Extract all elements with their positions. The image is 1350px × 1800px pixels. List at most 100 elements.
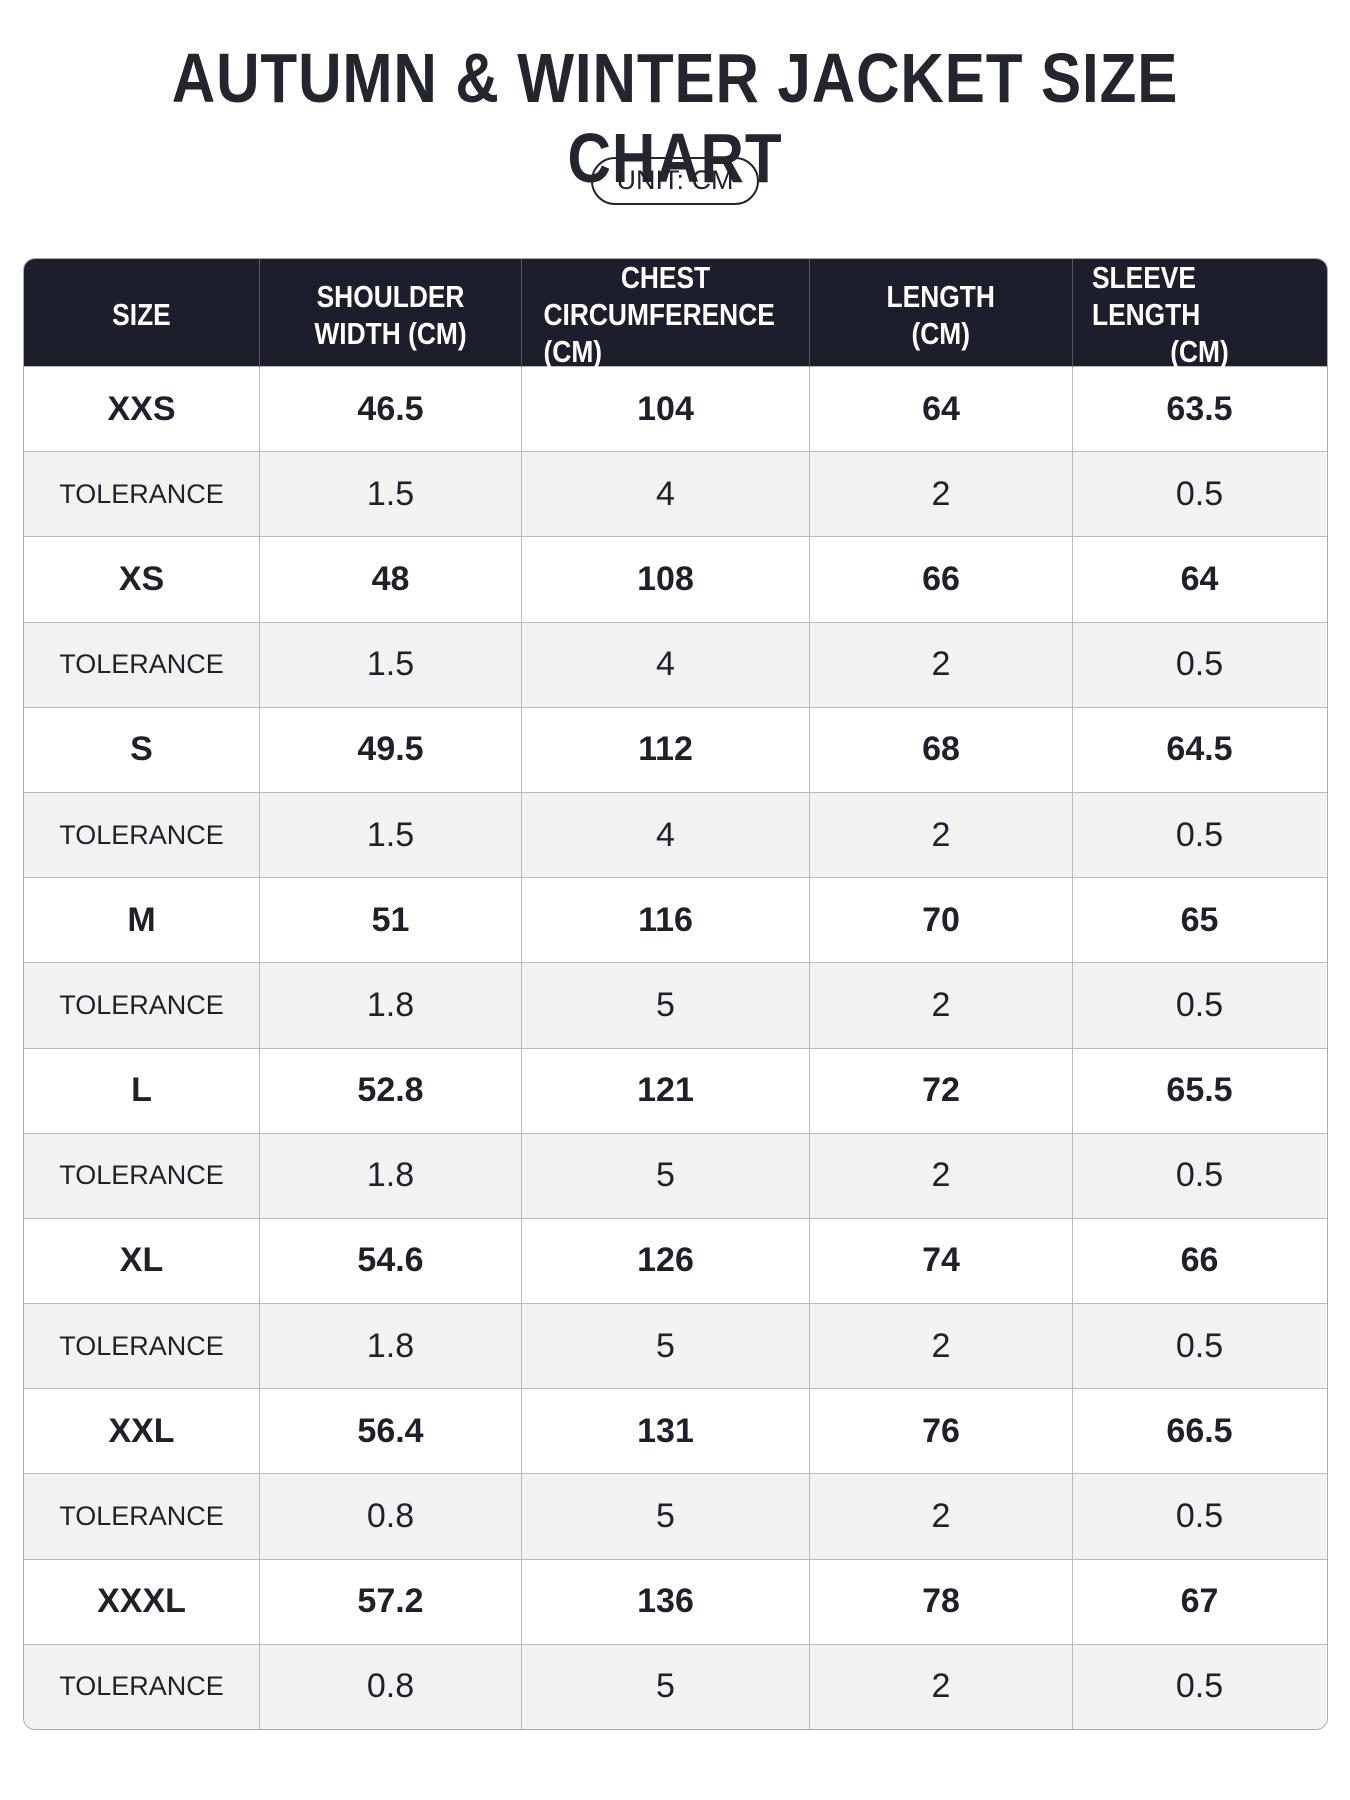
measure-cell: 0.5 [1073,792,1326,878]
measure-cell: 2 [810,963,1073,1048]
measure-cell: 46.5 [260,367,522,452]
measure-cell: 0.5 [1073,622,1326,707]
size-row: XXL 56.4 131 76 66.5 [24,1388,1327,1474]
header-cell: CHEST CIRCUMFERENCE (CM) [522,259,810,370]
row-label: XXXL [24,1559,260,1644]
header-line: WIDTH (CM) [314,315,467,351]
measure-cell: 4 [522,622,810,707]
header-text: SHOULDER WIDTH (CM) [314,278,466,352]
measure-cell: 70 [810,878,1073,963]
measure-cell: 5 [522,963,810,1048]
header-line: (CM) [911,315,971,351]
measure-cell: 66 [1073,1218,1326,1304]
header-row: SIZE SHOULDER WIDTH (CM) CHEST CIRCUMFERENCE… [24,259,1327,370]
size-row: M 51 116 70 65 [24,877,1327,963]
size-row: XXXL 57.2 136 78 67 [24,1558,1327,1644]
tolerance-row: TOLERANCE 1.5 4 2 0.5 [24,791,1327,878]
row-label: TOLERANCE [24,792,260,878]
size-row: XS 48 108 66 64 [24,536,1327,622]
header-text: SIZE [112,296,171,333]
header-text: SLEEVE LENGTH (CM) [1092,259,1307,370]
tolerance-row: TOLERANCE 1.5 4 2 0.5 [24,621,1327,707]
measure-cell: 1.8 [260,1133,522,1218]
row-label: S [24,707,260,792]
measure-cell: 48 [260,537,522,622]
measure-cell: 67 [1073,1559,1326,1644]
header-cell: LENGTH (CM) [810,259,1073,370]
row-label: TOLERANCE [24,1304,260,1389]
measure-cell: 0.5 [1073,1133,1326,1218]
row-label: L [24,1048,260,1133]
measure-cell: 54.6 [260,1218,522,1304]
measure-cell: 112 [522,707,810,792]
tolerance-row: TOLERANCE 0.8 5 2 0.5 [24,1643,1327,1729]
measure-cell: 64 [1073,537,1326,622]
measure-cell: 4 [522,452,810,537]
header-line: (CM) [1170,334,1229,369]
row-label: TOLERANCE [24,1644,260,1729]
measure-cell: 108 [522,537,810,622]
measure-cell: 66.5 [1073,1389,1326,1474]
header-cell: SHOULDER WIDTH (CM) [260,259,522,370]
measure-cell: 126 [522,1218,810,1304]
measure-cell: 4 [522,792,810,878]
tolerance-row: TOLERANCE 1.5 4 2 0.5 [24,451,1327,537]
measure-cell: 52.8 [260,1048,522,1133]
measure-cell: 104 [522,367,810,452]
measure-cell: 0.5 [1073,1474,1326,1559]
measure-cell: 76 [810,1389,1073,1474]
measure-cell: 0.5 [1073,963,1326,1048]
row-label: XXS [24,367,260,452]
measure-cell: 1.5 [260,792,522,878]
size-row: XL 54.6 126 74 66 [24,1217,1327,1304]
measure-cell: 116 [522,878,810,963]
measure-cell: 0.8 [260,1644,522,1729]
size-table: SIZE SHOULDER WIDTH (CM) CHEST CIRCUMFERENCE… [23,258,1328,1730]
measure-cell: 2 [810,1133,1073,1218]
measure-cell: 0.5 [1073,1304,1326,1389]
header-line: CHEST [620,260,711,295]
measure-cell: 2 [810,1474,1073,1559]
measure-cell: 0.5 [1073,1644,1326,1729]
row-label: TOLERANCE [24,452,260,537]
measure-cell: 66 [810,537,1073,622]
row-label: M [24,878,260,963]
tolerance-row: TOLERANCE 1.8 5 2 0.5 [24,962,1327,1048]
measure-cell: 57.2 [260,1559,522,1644]
measure-cell: 1.5 [260,452,522,537]
measure-cell: 2 [810,1644,1073,1729]
header-cell: SIZE [24,259,260,370]
measure-cell: 68 [810,707,1073,792]
measure-cell: 5 [522,1644,810,1729]
measure-cell: 121 [522,1048,810,1133]
measure-cell: 74 [810,1218,1073,1304]
measure-cell: 63.5 [1073,367,1326,452]
header-text: CHEST CIRCUMFERENCE (CM) [544,259,788,370]
measure-cell: 49.5 [260,707,522,792]
measure-cell: 64 [810,367,1073,452]
size-row: S 49.5 112 68 64.5 [24,706,1327,792]
row-label: TOLERANCE [24,1474,260,1559]
measure-cell: 5 [522,1133,810,1218]
header-line: CIRCUMFERENCE (CM) [543,297,775,369]
measure-cell: 1.5 [260,622,522,707]
row-label: XL [24,1218,260,1304]
row-label: TOLERANCE [24,1133,260,1218]
measure-cell: 1.8 [260,963,522,1048]
measure-cell: 2 [810,452,1073,537]
row-label: TOLERANCE [24,963,260,1048]
row-label: XXL [24,1389,260,1474]
measure-cell: 136 [522,1559,810,1644]
measure-cell: 72 [810,1048,1073,1133]
header-line: SLEEVE LENGTH [1091,260,1201,332]
measure-cell: 1.8 [260,1304,522,1389]
header-cell: SLEEVE LENGTH (CM) [1073,259,1326,370]
row-label: XS [24,537,260,622]
header-line: SHOULDER [316,278,465,314]
row-label: TOLERANCE [24,622,260,707]
measure-cell: 131 [522,1389,810,1474]
header-text: LENGTH (CM) [887,278,995,352]
header-line: SIZE [112,297,171,332]
tolerance-row: TOLERANCE 0.8 5 2 0.5 [24,1473,1327,1559]
unit-badge: UNIT: CM [591,157,759,205]
